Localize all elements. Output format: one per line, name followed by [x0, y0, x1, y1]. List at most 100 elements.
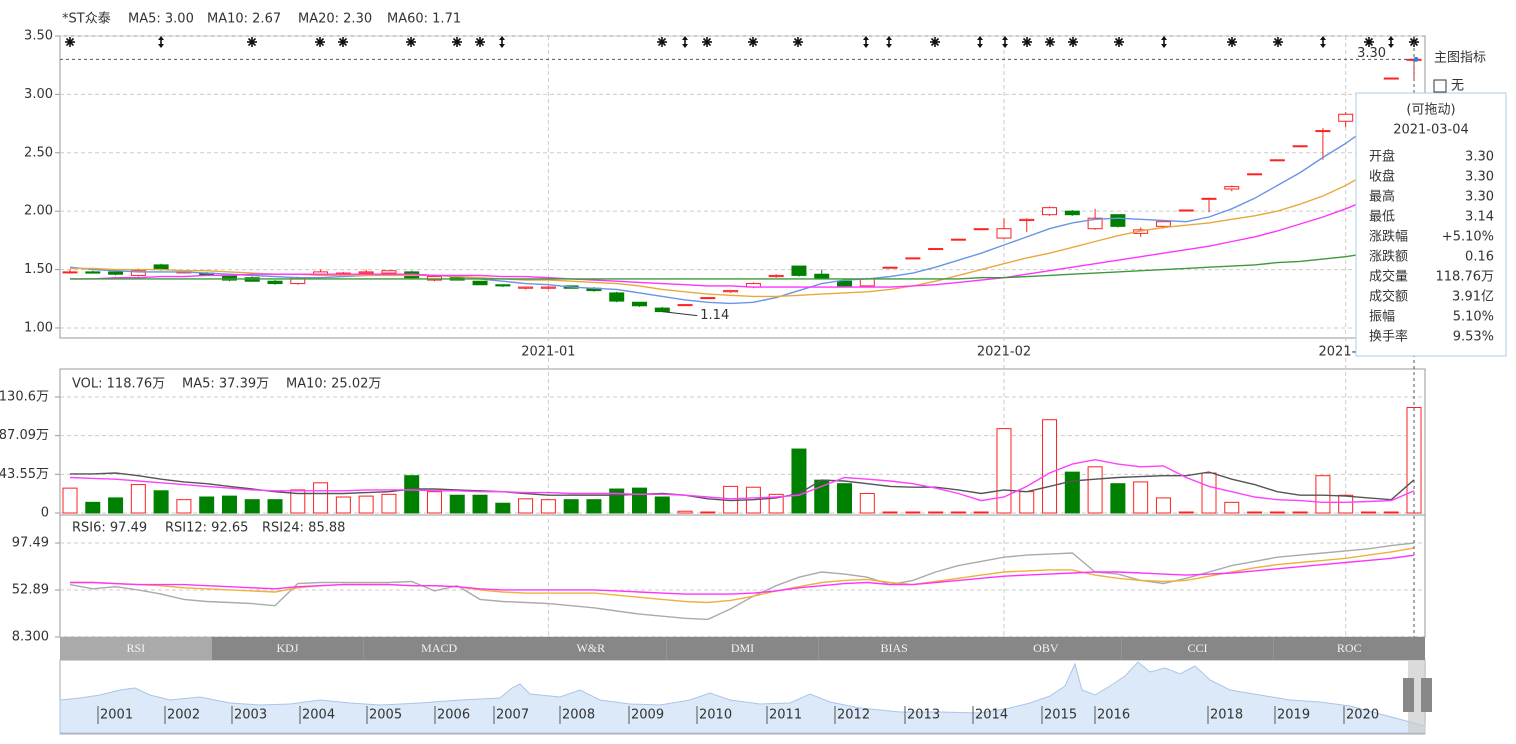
indicator-tab[interactable] [666, 637, 819, 660]
tooltip-value: 118.76万 [1436, 270, 1495, 285]
volume-bar [700, 511, 716, 514]
event-icon [886, 36, 892, 48]
volume-bar [586, 499, 602, 514]
indicator-tab[interactable] [363, 637, 515, 660]
volume-bar [85, 501, 101, 514]
candle-body [1224, 186, 1240, 190]
legend-label: MA10: 25.02万 [286, 377, 381, 392]
indicator-tab[interactable] [515, 637, 667, 660]
checkbox[interactable] [1433, 79, 1447, 93]
volume-bar [1155, 497, 1171, 514]
x-tick-label: 2021-01 [521, 345, 575, 360]
event-icon [1273, 37, 1283, 47]
volume-bar [882, 511, 898, 514]
tab-label[interactable]: BIAS [880, 641, 907, 655]
line-series [69, 458, 1415, 503]
indicator-tab[interactable] [970, 637, 1122, 660]
event-icon [977, 36, 983, 48]
candle-body [1315, 130, 1331, 133]
legend-label: MA5: 3.00 [128, 12, 194, 27]
tab-label[interactable]: OBV [1033, 641, 1059, 655]
legend-label: MA20: 2.30 [298, 12, 372, 27]
tooltip-value: +5.10% [1442, 230, 1494, 245]
volume-bar [472, 494, 488, 514]
candle-body [859, 278, 875, 287]
candle-body [85, 271, 101, 274]
indicator-tab[interactable] [60, 637, 212, 660]
volume-bar [108, 497, 124, 514]
volume-bar [199, 496, 215, 514]
candle-body [1201, 197, 1217, 200]
tab-label[interactable]: RSI [126, 641, 145, 655]
tab-label[interactable]: KDJ [276, 641, 298, 655]
tab-label[interactable]: ROC [1337, 641, 1362, 655]
candle-body [381, 270, 397, 274]
last-price-dot [1413, 56, 1419, 62]
event-icon [1320, 36, 1326, 48]
legend-label: RSI12: 92.65 [165, 521, 248, 536]
volume-bar [540, 499, 556, 514]
tooltip-label: 成交额 [1369, 289, 1408, 305]
candle-body [654, 307, 670, 313]
event-icon [247, 37, 257, 47]
volume-bar [1315, 475, 1331, 514]
volume-bar [1178, 511, 1194, 514]
tooltip-label: 涨跌额 [1369, 249, 1408, 265]
volume-bar [267, 499, 283, 514]
candle-body [609, 292, 625, 302]
tooltip-value: 3.91亿 [1452, 290, 1494, 305]
tab-label[interactable]: MACD [421, 641, 457, 655]
tab-label[interactable]: DMI [731, 641, 754, 655]
candle-body [540, 286, 556, 289]
candle-body [130, 270, 146, 276]
candle-body [996, 228, 1012, 239]
navigator-handle[interactable] [1403, 678, 1414, 712]
year-label: 2019 [1277, 708, 1310, 723]
volume-bar [1406, 407, 1422, 514]
volume-bar [290, 489, 306, 514]
navigator-handle[interactable] [1421, 678, 1432, 712]
indicator-tab[interactable] [211, 637, 364, 660]
candle-body [723, 290, 739, 293]
indicator-tab[interactable] [1273, 637, 1425, 660]
y-tick-label: 0 [41, 506, 49, 521]
tooltip[interactable] [1355, 92, 1507, 357]
candle-body [267, 280, 283, 285]
volume-bar [677, 510, 693, 514]
volume-bar [381, 493, 397, 514]
year-label: 2001 [100, 708, 133, 723]
volume-bar [1201, 472, 1217, 514]
tab-label[interactable]: CCI [1187, 641, 1207, 655]
y-tick-label: 2.00 [24, 204, 53, 219]
line-series [70, 244, 1415, 280]
event-icon [499, 36, 505, 48]
candle-body [108, 271, 124, 275]
tab-label[interactable]: W&R [576, 641, 605, 655]
event-icon [1022, 37, 1032, 47]
volume-bar [153, 490, 169, 514]
line-series [69, 542, 1415, 621]
volume-bar [837, 483, 853, 514]
year-label: 2011 [769, 708, 802, 723]
volume-bar [609, 488, 625, 514]
candle-body [1087, 217, 1103, 230]
volume-bar [1042, 419, 1058, 514]
event-icon [1161, 36, 1167, 48]
event-icon [657, 37, 667, 47]
volume-bar [244, 499, 260, 514]
tooltip-label: 涨跌幅 [1369, 229, 1408, 245]
volume-bar [859, 492, 875, 514]
volume-bar [768, 493, 784, 514]
event-icon [315, 37, 325, 47]
indicator-tab[interactable] [818, 637, 970, 660]
y-tick-label: 87.09万 [0, 428, 49, 443]
y-tick-label: 3.00 [24, 87, 53, 102]
indicator-tab[interactable] [1121, 637, 1274, 660]
event-icon [702, 37, 712, 47]
volume-bar [1224, 501, 1240, 514]
y-tick-label: 8.300 [12, 630, 49, 645]
candle-body [62, 271, 78, 274]
event-icon [338, 37, 348, 47]
y-tick-label: 2.50 [24, 145, 53, 160]
